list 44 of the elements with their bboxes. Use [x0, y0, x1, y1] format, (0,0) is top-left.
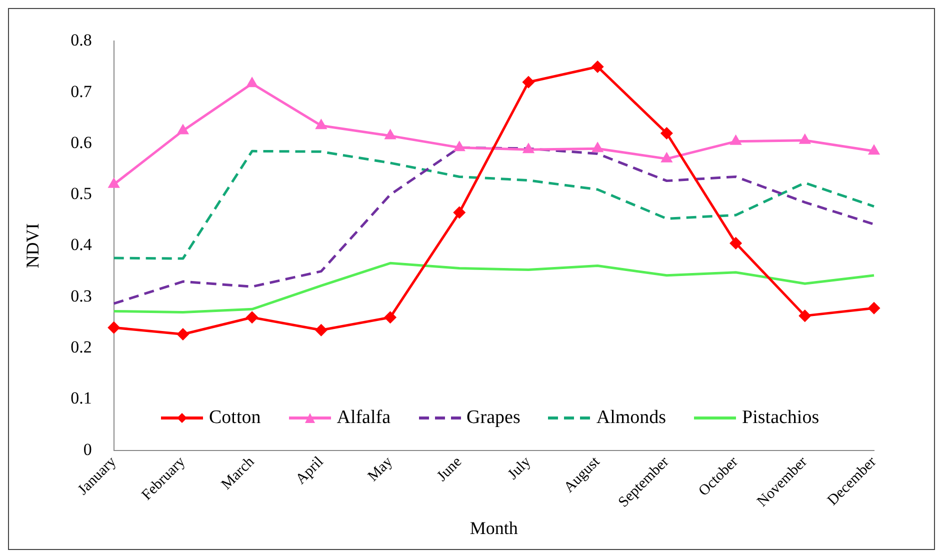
point	[454, 142, 465, 152]
point	[316, 120, 326, 130]
legend-label: Pistachios	[742, 407, 820, 429]
y-axis-title: NDVI	[22, 223, 43, 268]
point	[246, 78, 258, 88]
y-tick-label: 0.3	[70, 286, 92, 306]
point	[177, 328, 189, 340]
point	[523, 144, 534, 154]
point	[662, 153, 672, 162]
y-tick-label: 0.4	[70, 235, 92, 254]
point	[799, 310, 811, 322]
y-tick-label: 0.5	[70, 184, 92, 204]
y-tick-label: 0.8	[70, 30, 92, 50]
y-tick-label: 0	[83, 440, 92, 459]
point	[246, 312, 258, 324]
point	[660, 128, 672, 139]
x-tick-label: May	[365, 454, 396, 485]
x-tick-label: June	[434, 454, 466, 485]
line-series	[112, 150, 876, 260]
point	[868, 302, 880, 314]
point	[315, 324, 327, 336]
legend-label: Almonds	[596, 407, 666, 429]
point	[454, 206, 466, 218]
point	[730, 237, 742, 249]
legend-label: Alfalfa	[336, 407, 391, 429]
point	[592, 142, 603, 152]
point	[522, 76, 534, 88]
point	[108, 178, 119, 188]
y-tick-label: 0.2	[70, 338, 92, 357]
point	[730, 136, 741, 145]
point	[592, 61, 604, 73]
point	[384, 312, 396, 324]
y-tick-label: 0.7	[70, 82, 92, 101]
y-tick-label: 0.6	[70, 132, 92, 152]
point	[108, 322, 120, 334]
point	[178, 124, 188, 134]
point	[800, 134, 810, 144]
legend-label: Cotton	[209, 407, 261, 429]
legend-label: Grapes	[466, 407, 520, 429]
x-tick-label: July	[505, 454, 534, 483]
y-tick-label: 0.1	[70, 388, 92, 408]
point	[868, 145, 880, 155]
point	[385, 130, 396, 140]
x-axis-title: Month	[470, 518, 518, 538]
